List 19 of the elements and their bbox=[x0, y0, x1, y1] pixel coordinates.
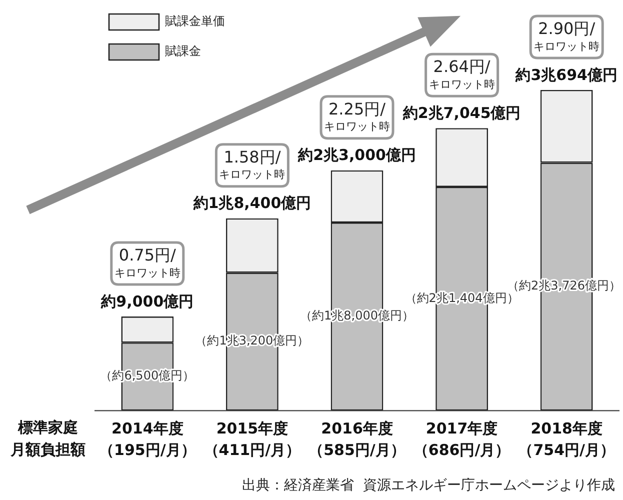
legend-label: 賦課金単価 bbox=[165, 14, 225, 28]
legend-label: 賦課金 bbox=[165, 44, 201, 58]
x-tick-label: 2018年度（754円/月） bbox=[518, 419, 616, 460]
x-axis-title: 標準家庭月額負担額 bbox=[10, 418, 86, 458]
annotation: 0.75円/キロワット時 bbox=[114, 246, 180, 280]
source-note: 出典：経済産業省 資源エネルギー庁ホームページより作成 bbox=[242, 478, 615, 494]
annotation: 1.58円/キロワット時 bbox=[219, 148, 286, 182]
text: 2.90円/キロワット時 bbox=[534, 19, 600, 53]
annotation: 2.25円/キロワット時 bbox=[324, 99, 390, 134]
total-label: 約2兆7,045億円 bbox=[402, 104, 521, 122]
x-tick-label: 2014年度（195円/月） bbox=[99, 419, 196, 460]
total-label: 約3兆694億円 bbox=[514, 66, 618, 84]
x-tick-label: 2017年度（686円/月） bbox=[413, 419, 510, 460]
x-tick-label: 2016年度（585円/月） bbox=[308, 419, 406, 460]
annotation: 2.64円/キロワット時 bbox=[428, 57, 495, 91]
x-tick-label: 2015年度（411円/月） bbox=[204, 419, 301, 460]
total-label: 約9,000億円 bbox=[100, 292, 194, 310]
total-label: 約1兆8,400億円 bbox=[192, 194, 312, 212]
total-label: 約2兆3,000億円 bbox=[297, 146, 416, 164]
